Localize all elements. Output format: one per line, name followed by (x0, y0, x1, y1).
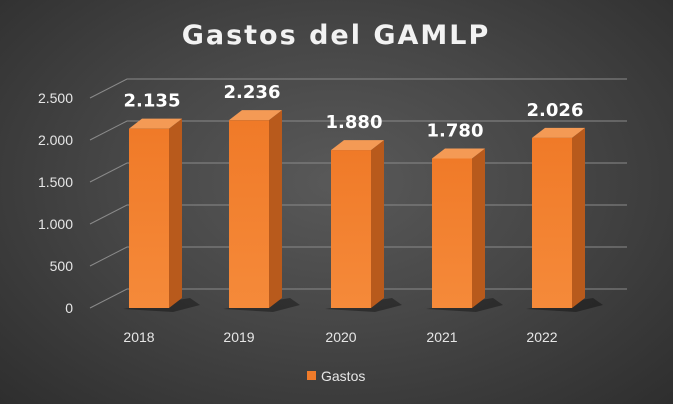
bars (123, 110, 603, 312)
bar (426, 148, 503, 312)
bar-top (229, 110, 282, 121)
y-tick-label: 1.500 (38, 174, 73, 190)
y-tick-label: 2.500 (38, 90, 73, 106)
bar-front (432, 158, 472, 308)
x-tick-label: 2021 (426, 329, 457, 345)
y-tick-label: 1.000 (38, 216, 73, 232)
gridline (89, 78, 627, 99)
bar-side (572, 127, 585, 308)
bar-side (269, 110, 282, 309)
data-label: 2.026 (527, 100, 584, 121)
bar-top (129, 118, 182, 129)
bar-front (331, 150, 371, 308)
legend-label: Gastos (321, 368, 365, 384)
y-axis: 0 500 1.000 1.500 2.000 2.500 (38, 90, 73, 316)
bar-side (169, 118, 182, 308)
bar-top (432, 148, 485, 159)
data-labels: 2.135 2.236 1.880 1.780 2.026 (124, 82, 584, 141)
bar (223, 110, 300, 312)
bar (325, 140, 402, 312)
bar-front (229, 120, 269, 309)
bar-side (472, 148, 485, 308)
x-tick-label: 2019 (223, 329, 254, 345)
data-label: 1.880 (326, 112, 383, 133)
y-tick-label: 0 (65, 300, 73, 316)
data-label: 2.236 (224, 82, 281, 103)
y-tick-label: 2.000 (38, 132, 73, 148)
bar-top (532, 127, 585, 138)
legend-swatch (307, 371, 316, 380)
gridline (89, 120, 627, 141)
legend: Gastos (307, 368, 365, 384)
bar-front (532, 137, 572, 308)
x-axis: 2018 2019 2020 2021 2022 (123, 329, 557, 345)
data-label: 1.780 (427, 120, 484, 141)
bar (123, 118, 200, 312)
x-tick-label: 2020 (325, 329, 356, 345)
x-tick-label: 2018 (123, 329, 154, 345)
x-tick-label: 2022 (526, 329, 557, 345)
bar-side (371, 140, 384, 308)
bar-front (129, 128, 169, 308)
bar-top (331, 140, 384, 151)
bar (526, 127, 603, 312)
chart-title: Gastos del GAMLP (182, 20, 491, 51)
data-label: 2.135 (124, 91, 181, 112)
y-tick-label: 500 (50, 258, 74, 274)
